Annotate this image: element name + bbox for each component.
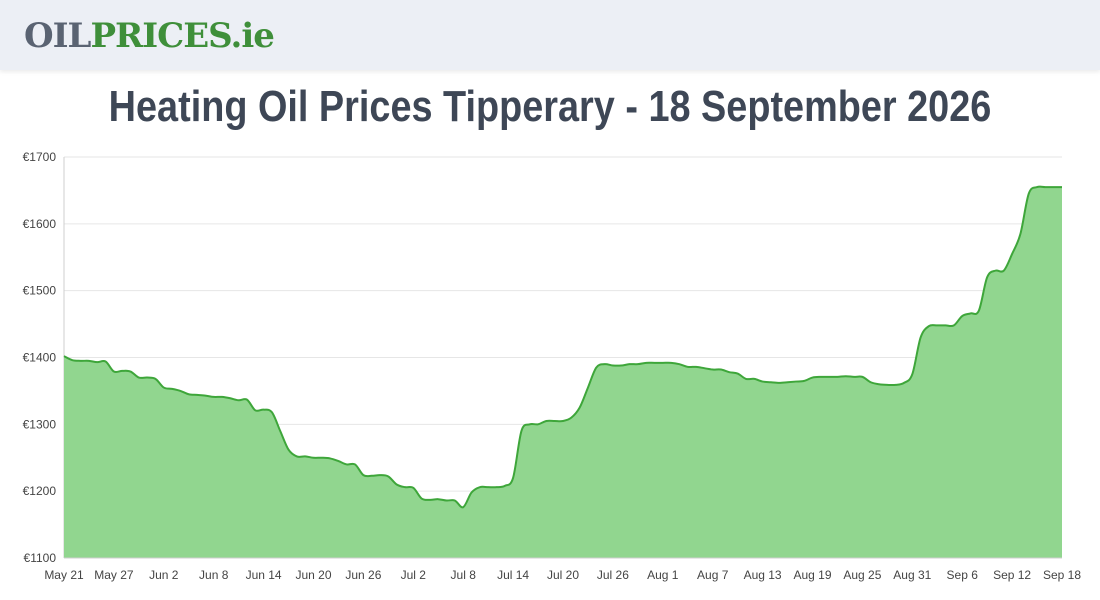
x-tick-label-jun-2: Jun 2 bbox=[149, 568, 179, 582]
x-tick-label-jul-20: Jul 20 bbox=[547, 568, 579, 582]
x-tick-label-may-21: May 21 bbox=[44, 568, 84, 582]
y-tick-label-1600: €1600 bbox=[23, 217, 57, 231]
price-area bbox=[64, 186, 1062, 559]
x-tick-label-aug-19: Aug 19 bbox=[793, 568, 831, 582]
x-tick-label-jul-2: Jul 2 bbox=[401, 568, 427, 582]
x-tick-label-aug-7: Aug 7 bbox=[697, 568, 729, 582]
x-tick-label-may-27: May 27 bbox=[94, 568, 134, 582]
y-tick-label-1700: €1700 bbox=[23, 150, 57, 164]
site-header: OILPRICES.ie bbox=[0, 0, 1100, 70]
y-tick-label-1100: €1100 bbox=[24, 551, 57, 565]
x-tick-label-aug-1: Aug 1 bbox=[647, 568, 679, 582]
x-tick-label-jun-26: Jun 26 bbox=[345, 568, 381, 582]
x-tick-label-aug-31: Aug 31 bbox=[893, 568, 931, 582]
y-tick-label-1500: €1500 bbox=[23, 284, 57, 298]
x-tick-label-jul-8: Jul 8 bbox=[451, 568, 477, 582]
x-tick-label-jul-26: Jul 26 bbox=[597, 568, 629, 582]
x-tick-label-aug-13: Aug 13 bbox=[744, 568, 782, 582]
x-tick-label-jul-14: Jul 14 bbox=[497, 568, 529, 582]
logo-text-domain: .ie bbox=[230, 16, 274, 56]
x-tick-label-sep-18: Sep 18 bbox=[1043, 568, 1081, 582]
x-tick-label-jun-8: Jun 8 bbox=[199, 568, 229, 582]
x-tick-label-jun-14: Jun 14 bbox=[246, 568, 282, 582]
y-tick-label-1200: €1200 bbox=[23, 484, 57, 498]
x-tick-label-aug-25: Aug 25 bbox=[843, 568, 881, 582]
y-tick-label-1400: €1400 bbox=[23, 351, 57, 365]
page-title: Heating Oil Prices Tipperary - 18 Septem… bbox=[108, 82, 992, 131]
site-logo[interactable]: OILPRICES.ie bbox=[24, 14, 275, 58]
x-tick-label-sep-12: Sep 12 bbox=[993, 568, 1031, 582]
price-line bbox=[63, 185, 1062, 509]
y-tick-label-1300: €1300 bbox=[23, 417, 57, 431]
logo-text-prices: PRICES bbox=[90, 16, 231, 56]
x-tick-label-sep-6: Sep 6 bbox=[947, 568, 979, 582]
x-tick-label-jun-20: Jun 20 bbox=[295, 568, 331, 582]
logo-text-oil: OIL bbox=[24, 16, 91, 56]
